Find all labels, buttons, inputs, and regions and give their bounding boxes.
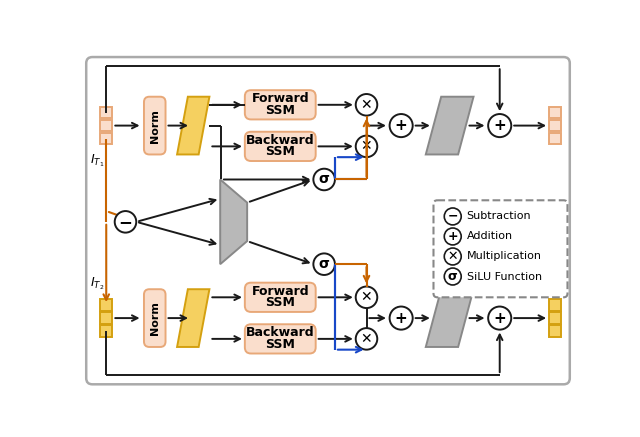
Text: $I_{T_1}$: $I_{T_1}$ [90,152,104,169]
Polygon shape [177,97,209,154]
Text: +: + [395,118,408,133]
Circle shape [444,228,461,245]
Text: Backward: Backward [246,134,315,147]
Text: σ: σ [448,270,458,283]
FancyBboxPatch shape [144,289,166,347]
Circle shape [390,114,413,137]
Text: +: + [493,118,506,133]
Bar [100,299,112,311]
Circle shape [444,208,461,225]
FancyBboxPatch shape [144,97,166,154]
Bar [100,326,112,337]
Text: SSM: SSM [266,296,295,309]
Bar [100,133,112,145]
Text: −: − [118,213,132,231]
Text: σ: σ [319,173,330,187]
FancyBboxPatch shape [245,132,316,161]
FancyBboxPatch shape [245,324,316,354]
Bar [549,107,561,118]
Text: +: + [395,311,408,326]
Text: Subtraction: Subtraction [467,212,531,222]
Bar [100,312,112,324]
Circle shape [356,135,378,157]
Bar [549,326,561,337]
Bar [549,299,561,311]
Circle shape [488,306,511,329]
Circle shape [115,211,136,232]
Bar [100,120,112,132]
Text: σ: σ [319,257,330,271]
FancyBboxPatch shape [245,90,316,119]
Bar [100,107,112,118]
FancyBboxPatch shape [433,200,568,297]
Text: $I_{T_2}$: $I_{T_2}$ [90,275,104,292]
Text: SSM: SSM [266,338,295,351]
Text: ✕: ✕ [361,98,372,112]
Text: SiLU Function: SiLU Function [467,271,541,281]
Text: ✕: ✕ [361,139,372,153]
Text: Forward: Forward [252,92,309,105]
Text: Norm: Norm [150,109,160,142]
Text: Forward: Forward [252,284,309,298]
Text: Multiplication: Multiplication [467,251,541,261]
Circle shape [488,114,511,137]
Text: Backward: Backward [246,326,315,339]
Text: ✕: ✕ [447,250,458,263]
Polygon shape [426,289,474,347]
FancyBboxPatch shape [86,57,570,384]
Circle shape [444,248,461,265]
Bar [549,133,561,145]
Text: −: − [447,210,458,223]
Circle shape [390,306,413,329]
Bar [549,120,561,132]
Text: ✕: ✕ [361,290,372,304]
Circle shape [356,328,378,350]
Polygon shape [177,289,209,347]
Polygon shape [426,97,474,154]
Text: +: + [447,230,458,243]
Circle shape [314,253,335,275]
FancyBboxPatch shape [245,283,316,312]
Text: Norm: Norm [150,301,160,335]
Circle shape [444,268,461,285]
Text: SSM: SSM [266,104,295,117]
Text: Addition: Addition [467,232,513,242]
Text: +: + [493,311,506,326]
Bar [549,312,561,324]
Circle shape [356,94,378,115]
Text: ✕: ✕ [361,332,372,346]
Polygon shape [220,180,247,264]
Circle shape [356,287,378,308]
Circle shape [314,169,335,190]
Text: SSM: SSM [266,145,295,158]
